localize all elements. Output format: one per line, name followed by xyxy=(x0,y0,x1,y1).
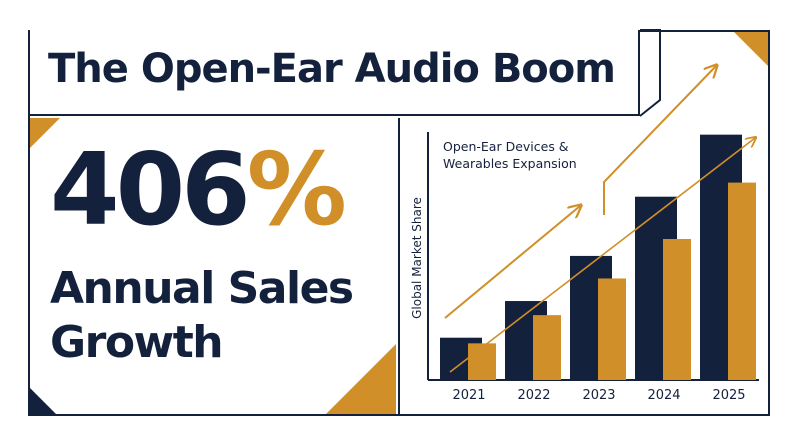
corner-triangle-bottom-left xyxy=(30,388,56,414)
subheadline-line2: Growth xyxy=(50,317,224,368)
corner-triangle-top-right xyxy=(734,32,768,66)
x-tick-label-2021: 2021 xyxy=(452,388,485,403)
corner-triangle-bottom-mid xyxy=(326,344,396,414)
chart-title-line2: Wearables Expansion xyxy=(443,156,577,171)
x-tick-label-2023: 2023 xyxy=(582,388,615,403)
page-title: The Open-Ear Audio Boom xyxy=(48,46,616,92)
chart-title: Open-Ear Devices & Wearables Expansion xyxy=(443,138,603,172)
bar-gold-2025 xyxy=(728,182,756,380)
corner-triangle-left-mid xyxy=(30,118,60,148)
x-tick-label-2022: 2022 xyxy=(517,388,550,403)
y-axis-label: Global Market Share xyxy=(410,197,424,319)
bar-gold-2021 xyxy=(468,343,496,380)
x-tick-label-2025: 2025 xyxy=(712,388,745,403)
headline-percent-sign: % xyxy=(246,131,347,248)
chart-panel xyxy=(398,118,770,416)
trend-arrow-upper xyxy=(603,66,716,215)
headline-percentage: 406% xyxy=(50,140,347,240)
x-tick-label-2024: 2024 xyxy=(647,388,680,403)
headline-number: 406 xyxy=(50,131,251,248)
bar-gold-2024 xyxy=(663,239,691,380)
subheadline-line1: Annual Sales xyxy=(50,263,354,314)
bar-gold-2022 xyxy=(533,315,561,380)
chart-title-line1: Open-Ear Devices & xyxy=(443,139,569,154)
subheadline: Annual Sales Growth xyxy=(50,262,354,370)
trend-arrow-lower xyxy=(444,206,580,319)
title-box xyxy=(28,30,640,116)
trend-arrow-thin xyxy=(449,138,755,373)
bar-gold-2023 xyxy=(598,278,626,380)
